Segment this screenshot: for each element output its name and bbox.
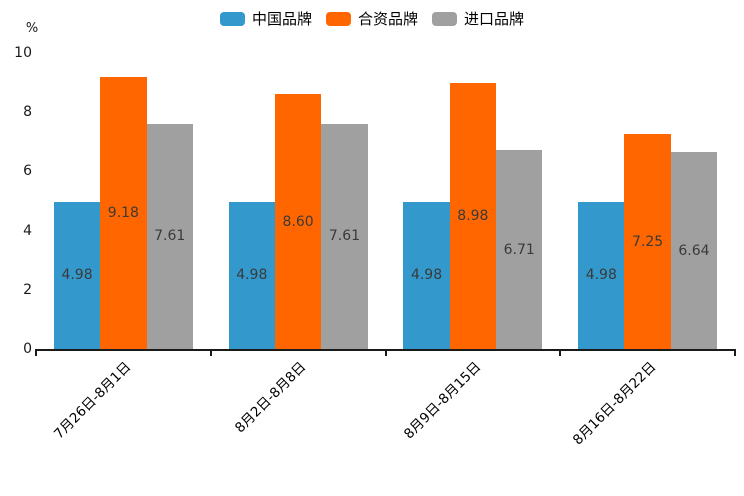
y-tick-label: 0 — [23, 341, 32, 357]
bar-value-label: 4.98 — [61, 267, 93, 284]
bar-进口品牌-group2 — [496, 150, 543, 349]
bar-合资品牌-group2 — [449, 83, 497, 349]
x-axis-tick — [734, 351, 736, 356]
bar-value-label: 4.98 — [410, 267, 443, 284]
bar-value-label: 4.98 — [236, 267, 268, 284]
bar-value-label: 6.71 — [503, 241, 535, 258]
x-axis-line — [35, 349, 736, 351]
legend-label: 合资品牌 — [357, 10, 418, 28]
bar-value-label: 7.25 — [632, 233, 664, 250]
y-tick-label: 6 — [23, 163, 32, 180]
chart-legend: 中国品牌 合资品牌 进口品牌 — [0, 10, 744, 28]
bar-进口品牌-group3 — [670, 152, 718, 349]
bar-value-label: 6.64 — [678, 242, 710, 259]
bar-中国品牌-group2 — [403, 201, 450, 349]
legend-item: 进口品牌 — [432, 10, 524, 28]
y-tick-label: 4 — [23, 222, 32, 239]
legend-swatch-icon — [219, 12, 245, 26]
bar-合资品牌-group0 — [100, 77, 147, 349]
bar-中国品牌-group3 — [578, 201, 625, 349]
bar-合资品牌-group1 — [274, 94, 322, 349]
x-axis-tick — [35, 351, 37, 356]
bar-value-label: 8.98 — [457, 208, 489, 225]
legend-label: 进口品牌 — [464, 10, 525, 28]
bar-进口品牌-group0 — [146, 123, 193, 349]
x-tick-label: 8月16日-8月22日 — [569, 359, 659, 449]
legend-label: 中国品牌 — [251, 10, 312, 28]
y-axis-unit-label: % — [25, 21, 39, 36]
x-axis-tick — [209, 351, 212, 356]
x-tick-label: 8月2日-8月8日 — [232, 359, 310, 437]
legend-item: 合资品牌 — [325, 10, 418, 28]
x-tick-label: 7月26日-8月1日 — [51, 359, 135, 443]
y-tick-label: 2 — [23, 281, 32, 298]
y-tick-label: 8 — [23, 104, 32, 121]
bar-value-label: 8.60 — [282, 213, 314, 230]
bar-value-label: 9.18 — [107, 205, 139, 222]
y-tick-label: 10 — [14, 45, 32, 61]
legend-swatch-icon — [325, 12, 351, 26]
x-axis-tick — [559, 351, 562, 356]
plot-area — [36, 53, 735, 349]
legend-item: 中国品牌 — [219, 10, 312, 28]
bar-合资品牌-group3 — [624, 134, 671, 349]
x-axis-tick — [384, 351, 387, 356]
bar-value-label: 7.61 — [328, 228, 361, 245]
x-tick-label: 8月9日-8月15日 — [400, 359, 485, 443]
bar-中国品牌-group0 — [53, 201, 101, 349]
legend-swatch-icon — [432, 12, 457, 26]
bar-value-label: 4.98 — [585, 267, 617, 284]
bar-中国品牌-group1 — [228, 201, 275, 349]
bar-value-label: 7.61 — [154, 228, 186, 245]
bar-进口品牌-group1 — [321, 123, 368, 349]
